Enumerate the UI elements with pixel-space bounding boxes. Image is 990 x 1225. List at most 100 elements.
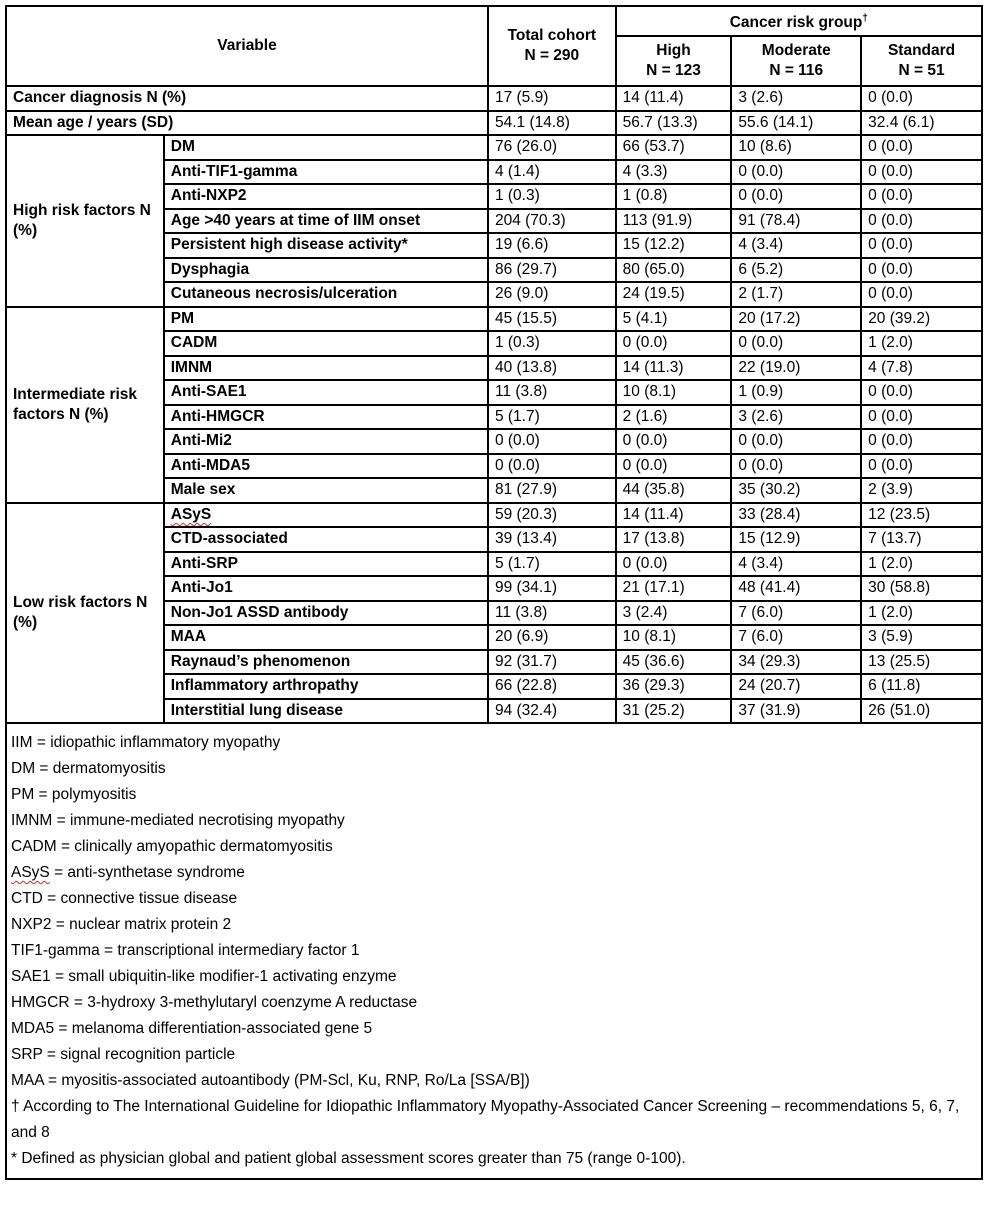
cell-value: 1 (0.9) — [730, 379, 863, 406]
row-label: Cutaneous necrosis/ulceration — [162, 281, 489, 308]
row-label: IMNM — [162, 354, 489, 381]
row-label-text: Persistent high disease activity* — [170, 236, 408, 254]
cell-value: 10 (8.1) — [614, 624, 733, 651]
row-label-text: Anti-Mi2 — [170, 432, 232, 450]
cell-value: 24 (19.5) — [614, 281, 733, 308]
footnote: * Defined as physician global and patien… — [11, 1150, 686, 1167]
cell-value: 32.4 (6.1) — [860, 109, 983, 136]
cell-value: 80 (65.0) — [614, 256, 733, 283]
cell-value: 10 (8.6) — [730, 134, 863, 161]
cell-value: 3 (2.6) — [730, 85, 863, 112]
row-label: Male sex — [162, 477, 489, 504]
cell-value: 13 (25.5) — [860, 648, 983, 675]
header-total: Total cohort N = 290 — [486, 5, 617, 87]
row-label-text: ASyS — [170, 505, 212, 523]
header-cancer-risk-group: Cancer risk group† — [614, 5, 984, 37]
table-row: Persistent high disease activity* 19 (6.6… — [6, 232, 983, 259]
cell-value: 12 (23.5) — [860, 501, 983, 528]
cell-value: 26 (9.0) — [486, 281, 617, 308]
row-label: CADM — [162, 330, 489, 357]
row-label-text: Anti-SAE1 — [170, 383, 247, 401]
footnote: HMGCR = 3-hydroxy 3-methylutaryl coenzym… — [11, 994, 418, 1011]
cell-value: 10 (8.1) — [614, 379, 733, 406]
row-label-text: Raynaud’s phenomenon — [170, 652, 351, 670]
cell-value: 17 (13.8) — [614, 526, 733, 553]
cell-value: 21 (17.1) — [614, 575, 733, 602]
cell-value: 35 (30.2) — [730, 477, 863, 504]
cohort-table: Variable Total cohort N = 290 Cancer risk… — [5, 5, 984, 1180]
row-label-text: Anti-Jo1 — [170, 579, 233, 597]
cell-value: 0 (0.0) — [614, 330, 733, 357]
cell-value: 7 (6.0) — [730, 624, 863, 651]
footnote-term: ASyS — [11, 864, 50, 881]
cell-value: 7 (6.0) — [730, 599, 863, 626]
row-label-text: DM — [170, 138, 195, 156]
table-row: Mean age / years (SD) 54.1 (14.8) 56.7 (13… — [5, 109, 983, 136]
row-label-text: CTD-associated — [170, 530, 288, 548]
cell-value: 54.1 (14.8) — [486, 109, 617, 136]
cell-value: 4 (7.8) — [860, 354, 983, 381]
row-label: PM — [162, 305, 489, 332]
cell-value: 66 (53.7) — [614, 134, 733, 161]
cell-value: 19 (6.6) — [486, 232, 617, 259]
cell-value: 92 (31.7) — [486, 648, 617, 675]
cell-value: 0 (0.0) — [486, 428, 617, 455]
cell-value: 0 (0.0) — [860, 134, 983, 161]
row-label: Anti-Mi2 — [162, 428, 489, 455]
cell-value: 99 (34.1) — [486, 575, 617, 602]
cell-value: 4 (3.4) — [730, 232, 863, 259]
row-label-text: Age >40 years at time of IIM onset — [170, 211, 421, 229]
cell-value: 48 (41.4) — [730, 575, 863, 602]
row-label: Anti-HMGCR — [162, 403, 489, 430]
cell-value: 3 (2.6) — [730, 403, 863, 430]
table-row: Anti-SRP 5 (1.7) 0 (0.0) 4 (3.4) 1 (2.0) — [6, 550, 983, 577]
cell-value: 86 (29.7) — [486, 256, 617, 283]
cell-value: 0 (0.0) — [860, 158, 983, 185]
cell-value: 2 (1.7) — [730, 281, 863, 308]
cell-value: 5 (1.7) — [486, 550, 617, 577]
row-label: ASyS — [162, 501, 489, 528]
footnote: NXP2 = nuclear matrix protein 2 — [11, 916, 232, 933]
table-row: Anti-Mi2 0 (0.0) 0 (0.0) 0 (0.0) 0 (0.0) — [6, 428, 983, 455]
row-label: Anti-MDA5 — [162, 452, 489, 479]
header-high: High N = 123 — [614, 35, 733, 87]
cell-value: 1 (2.0) — [860, 330, 983, 357]
row-label: Dysphagia — [162, 256, 489, 283]
row-label: Age >40 years at time of IIM onset — [162, 207, 489, 234]
cell-value: 45 (36.6) — [614, 648, 733, 675]
cell-value: 39 (13.4) — [486, 526, 617, 553]
row-label: Anti-NXP2 — [162, 183, 489, 210]
cell-value: 1 (0.3) — [486, 183, 617, 210]
row-label-text: Anti-TIF1-gamma — [170, 162, 298, 180]
cell-value: 94 (32.4) — [486, 697, 617, 724]
cell-value: 56.7 (13.3) — [614, 109, 733, 136]
footnote: DM = dermatomyositis — [11, 760, 166, 777]
group-label: Low risk factors N (%) — [5, 501, 165, 724]
cell-value: 45 (15.5) — [486, 305, 617, 332]
cell-value: 0 (0.0) — [860, 452, 983, 479]
footnote: SAE1 = small ubiquitin-like modifier-1 a… — [11, 968, 397, 985]
row-label: Anti-TIF1-gamma — [162, 158, 489, 185]
cell-value: 20 (17.2) — [730, 305, 863, 332]
cell-value: 5 (4.1) — [614, 305, 733, 332]
row-label: Anti-Jo1 — [162, 575, 489, 602]
cell-value: 0 (0.0) — [860, 428, 983, 455]
table-row: Low risk factors N (%) ASyS 59 (20.3) 14 (1… — [5, 501, 983, 724]
cell-value: 59 (20.3) — [486, 501, 617, 528]
footnote: MDA5 = melanoma differentiation-associat… — [11, 1020, 373, 1037]
cell-value: 1 (2.0) — [860, 550, 983, 577]
row-label-text: Dysphagia — [170, 260, 250, 278]
cell-value: 4 (3.3) — [614, 158, 733, 185]
row-label-text: Male sex — [170, 481, 236, 499]
cell-value: 0 (0.0) — [614, 428, 733, 455]
row-label: Raynaud’s phenomenon — [162, 648, 489, 675]
footnote: CADM = clinically amyopathic dermatomyos… — [11, 838, 333, 855]
cell-value: 0 (0.0) — [730, 428, 863, 455]
cell-value: 7 (13.7) — [860, 526, 983, 553]
cell-value: 20 (6.9) — [486, 624, 617, 651]
table-row: Anti-TIF1-gamma 4 (1.4) 4 (3.3) 0 (0.0) 0 (0… — [6, 158, 983, 185]
cell-value: 81 (27.9) — [486, 477, 617, 504]
cell-value: 40 (13.8) — [486, 354, 617, 381]
row-label-text: Interstitial lung disease — [170, 701, 344, 719]
cell-value: 0 (0.0) — [860, 281, 983, 308]
